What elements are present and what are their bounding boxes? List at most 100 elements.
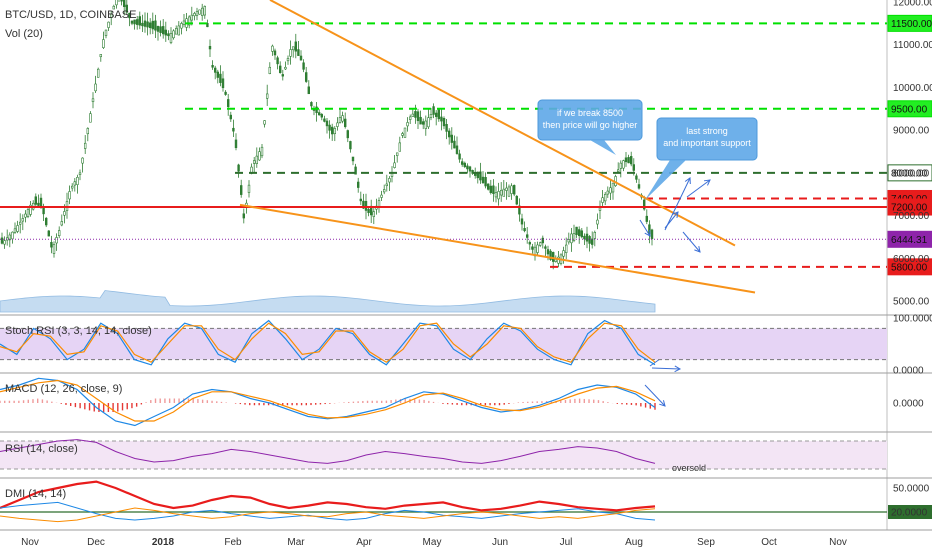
- candle-body: [276, 57, 279, 65]
- candle-body: [273, 50, 277, 56]
- time-tick-label: 2018: [152, 537, 175, 548]
- candle-body: [188, 16, 191, 26]
- price-axis-layer: 5000.00 6000.00 7000.00 8000.00 9000.00 10000…: [893, 0, 932, 308]
- candle-body: [265, 93, 269, 99]
- volume-label: Vol (20): [5, 28, 43, 40]
- arrow-up-small-head: [703, 179, 711, 186]
- dmi-tick-label: 50.0000: [893, 484, 930, 495]
- candle-body: [120, 0, 123, 2]
- candle-body: [398, 142, 401, 152]
- stoch-rsi-label: Stoch RSI (3, 3, 14, 14, close): [5, 325, 152, 337]
- candle-body: [310, 102, 313, 107]
- candle-body: [484, 177, 487, 187]
- candle-body: [494, 192, 498, 198]
- candle-body: [167, 33, 170, 37]
- candle-body: [136, 19, 139, 25]
- candle-body: [596, 219, 599, 225]
- candle-body: [471, 170, 474, 174]
- candle-body: [125, 4, 129, 13]
- candle-body: [609, 187, 612, 194]
- candle-body: [211, 65, 214, 68]
- candle-body: [577, 229, 581, 237]
- candle-body: [242, 213, 245, 219]
- candle-body: [253, 160, 256, 164]
- candle-body: [437, 109, 440, 120]
- level-badge-label: 7200.00: [891, 203, 928, 214]
- price-tick-label: 6000.00: [893, 254, 930, 265]
- volume-area: [0, 290, 656, 313]
- candle-body: [590, 238, 594, 245]
- candle-body: [403, 127, 407, 138]
- time-tick-label: Aug: [625, 537, 643, 548]
- candle-body: [622, 160, 625, 169]
- indicator-layer: 0.0000 100.0000 0.0000 20.0000 50.0000: [0, 314, 932, 523]
- candle-body: [359, 198, 362, 202]
- arrow-hook: [664, 211, 679, 229]
- candle-body: [320, 114, 323, 118]
- candle-body: [346, 130, 349, 139]
- time-tick-label: May: [423, 537, 442, 548]
- candle-body: [13, 228, 17, 233]
- candle-body: [97, 68, 100, 78]
- candle-body: [232, 127, 235, 132]
- candle-body: [281, 74, 284, 77]
- candle-body: [206, 23, 209, 28]
- level-badge-label: 11500.00: [891, 19, 932, 30]
- candle-body: [328, 124, 331, 131]
- candle-body: [29, 204, 32, 215]
- macd-label: MACD (12, 26, close, 9): [5, 383, 122, 395]
- candle-body: [214, 67, 217, 73]
- candle-body: [619, 162, 623, 169]
- candle-body: [380, 194, 383, 198]
- candle-body: [112, 5, 116, 10]
- candle-body: [240, 185, 243, 195]
- level-badge: [887, 198, 932, 216]
- candle-body: [377, 200, 381, 208]
- candle-body: [440, 116, 443, 122]
- candle-body: [52, 244, 56, 254]
- arrow-stoch-flat: [651, 367, 681, 370]
- candle-body: [21, 218, 24, 222]
- candle-body: [460, 161, 464, 165]
- candle-body: [16, 225, 19, 232]
- time-tick-label: Apr: [356, 537, 372, 548]
- level-badge: [887, 258, 932, 276]
- candle-body: [427, 117, 430, 128]
- candle-body: [349, 141, 352, 150]
- candle-body: [354, 166, 357, 175]
- main-price-layer: [0, 0, 656, 313]
- price-tick-label: 10000.00: [893, 83, 932, 94]
- dmi-minus-line: [0, 507, 656, 523]
- candle-body: [315, 106, 318, 114]
- candle-body: [525, 234, 529, 238]
- arrow-down-b-head: [694, 246, 701, 253]
- candle-body: [39, 197, 43, 207]
- candle-body: [216, 71, 219, 78]
- dmi-level-badge: [888, 505, 932, 519]
- candle-body: [523, 228, 526, 232]
- candle-body: [611, 182, 615, 193]
- candle-body: [81, 157, 84, 164]
- candle-body: [395, 152, 399, 156]
- arrow-down-a: [639, 219, 651, 237]
- candle-body: [151, 20, 154, 30]
- candle-body: [382, 189, 386, 193]
- candle-body: [385, 183, 388, 187]
- trendline-lower: [239, 203, 756, 294]
- callout-support-line: last strong: [686, 126, 728, 136]
- candle-body: [333, 128, 336, 135]
- candle-body: [564, 244, 568, 253]
- candle-body: [3, 240, 6, 245]
- candle-body: [538, 242, 542, 246]
- candle-body: [299, 55, 303, 61]
- candle-body: [172, 30, 175, 39]
- time-tick-label: Feb: [224, 537, 242, 548]
- candle-body: [515, 195, 519, 205]
- rsi-oversold-note: oversold: [672, 463, 706, 473]
- candle-body: [162, 26, 165, 35]
- candle-body: [528, 242, 532, 245]
- candle-body: [237, 164, 240, 172]
- candle-body: [445, 124, 448, 132]
- candle-body: [414, 111, 417, 118]
